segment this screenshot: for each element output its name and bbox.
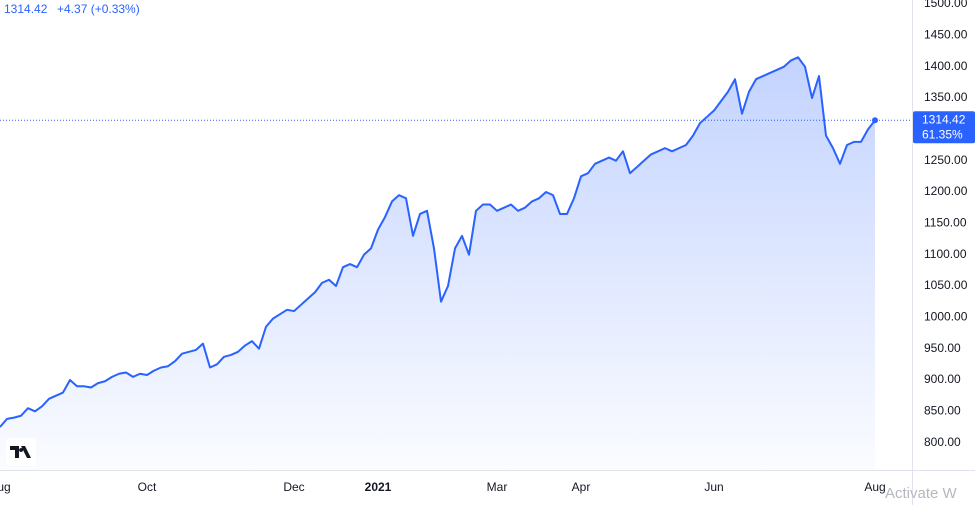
last-point [872,117,878,124]
price-label: 1314.42 [922,112,966,126]
y-tick-label: 1050.00 [924,278,968,292]
y-tick-label: 1150.00 [924,216,967,230]
y-tick-label: 1400.00 [924,59,968,73]
x-tick-label: Aug [864,480,885,494]
y-tick-label: 850.00 [924,404,961,418]
y-tick-label: 1250.00 [924,153,968,167]
header-change: +4.37 (+0.33%) [57,2,140,16]
header-price: 1314.42 [4,2,48,16]
y-tick-label: 1450.00 [924,28,968,42]
y-tick-label: 1100.00 [924,247,967,261]
y-tick-label: 800.00 [924,435,961,449]
x-tick-label: Jun [704,480,723,494]
y-tick-label: 1350.00 [924,90,968,104]
x-tick-label: Mar [487,480,508,494]
change-label: 61.35% [922,127,963,141]
watermark: Activate W [885,485,958,502]
y-tick-label: 900.00 [924,372,961,386]
x-tick-label: Apr [572,480,591,494]
y-tick-label: 1500.00 [924,0,968,10]
x-tick-label: Aug [0,480,11,494]
logo [6,438,36,466]
y-tick-label: 950.00 [924,341,961,355]
area [0,57,875,470]
x-tick-label: 2021 [365,480,392,494]
y-tick-label: 1200.00 [924,184,968,198]
price-label-box [913,111,975,144]
price-line [0,56,876,428]
x-tick-label: Dec [283,480,304,494]
x-tick-label: Oct [138,480,157,494]
plot-area [0,56,912,470]
y-tick-label: 1000.00 [924,310,968,324]
